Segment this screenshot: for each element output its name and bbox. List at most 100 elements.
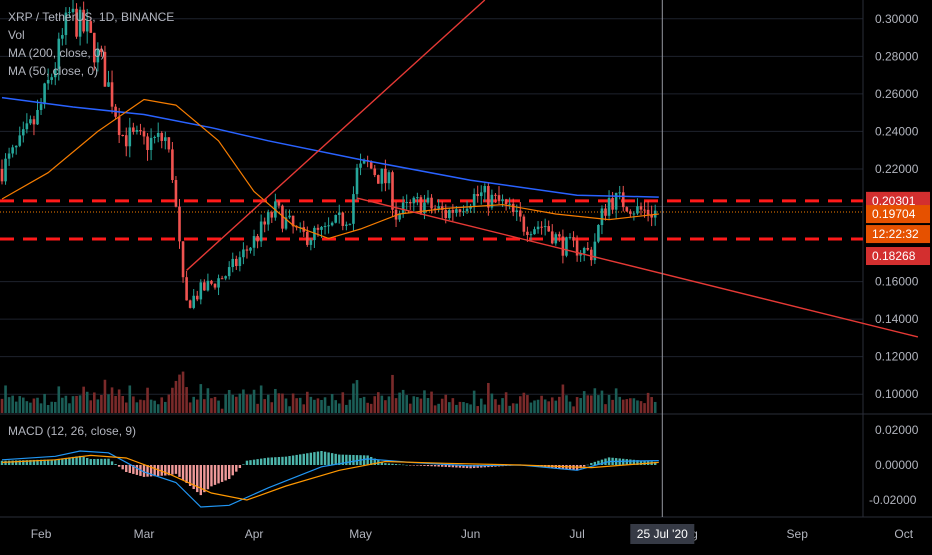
volume-bar [75,395,78,413]
time-tick-label: Jul [569,527,584,541]
macd-histogram-bar [164,465,167,476]
macd-histogram-bar [36,459,39,465]
volume-bar [89,400,93,413]
volume-bar [607,394,611,413]
volume-bar [522,392,526,413]
volume-bar [366,402,369,413]
volume-bar [373,396,377,413]
candle-body [597,224,600,242]
volume-bar [288,406,291,413]
volume-bar [71,396,75,413]
macd-histogram-bar [323,451,327,465]
macd-histogram-bar [629,459,632,465]
macd-histogram-bar [597,460,600,465]
candle-body [75,8,78,37]
candle-body [543,226,547,228]
candle-body [501,199,504,202]
macd-histogram-bar [387,463,391,465]
candle-body [487,186,490,208]
candle-body [401,202,405,214]
volume-bar [636,400,639,413]
volume-bar [146,387,149,413]
legend-symbol[interactable]: XRP / TetherUS, 1D, BINANCE [8,10,175,24]
macd-histogram-bar [32,459,36,465]
macd-histogram-bar [362,455,366,465]
macd-histogram-bar [309,452,313,465]
macd-tick-label: 0.02000 [875,423,919,437]
volume-bar [536,399,540,413]
candle-body [476,193,479,197]
volume-bar [195,399,199,413]
volume-bar [646,392,650,413]
volume-bar [235,396,238,413]
candle-body [348,223,352,225]
macd-histogram-bar [380,461,384,465]
macd-histogram-bar [43,459,46,465]
candle-body [522,216,526,232]
volume-bar [540,395,543,413]
volume-bar [348,399,352,413]
current-price-label: 0.19704 [872,207,916,221]
volume-bar [359,398,362,413]
macd-histogram-bar [284,456,288,465]
legend-vol[interactable]: Vol [8,28,25,42]
candle-body [508,203,511,205]
volume-bar [153,400,156,413]
volume-bar [320,399,323,413]
macd-tick-label: 0.00000 [875,458,919,472]
candle-body [575,240,579,256]
volume-bar [430,391,433,413]
macd-histogram-bar [277,457,281,465]
candle-body [519,210,522,217]
candle-body [0,168,4,182]
legend-ma200[interactable]: MA (200, close, 0) [8,46,105,60]
price-tick-label: 0.10000 [875,387,919,401]
macd-histogram-bar [299,454,302,465]
legend-ma50[interactable]: MA (50, close, 0) [8,64,99,78]
macd-legend[interactable]: MACD (12, 26, close, 9) [8,424,137,438]
candle-body [128,127,132,147]
candle-body [231,258,235,268]
volume-bar [529,402,533,413]
candle-body [313,227,316,241]
volume-bar [629,398,632,413]
volume-bar [139,399,142,413]
volume-bar [490,393,494,413]
macd-histogram-bar [263,458,266,465]
candle-body [199,282,203,300]
time-tick-label: Oct [894,527,913,541]
macd-histogram-bar [228,465,231,479]
candle-body [611,198,614,210]
volume-bar [231,394,235,413]
volume-bar [93,392,96,413]
macd-histogram-bar [242,464,245,465]
volume-bar [582,391,586,413]
candle-body [355,167,359,195]
macd-histogram-bar [7,460,11,465]
candle-body [142,131,146,137]
volume-bar [238,393,242,413]
candle-body [458,209,462,213]
volume-bar [22,397,25,413]
price-tick-label: 0.30000 [875,12,919,26]
candle-body [235,258,238,266]
volume-bar [423,390,426,413]
candle-body [7,153,11,159]
candle-body [266,212,270,225]
macd-histogram-bar [405,464,408,466]
time-tick-label: May [349,527,372,541]
volume-bar [61,397,64,413]
volume-bar [625,399,629,413]
volume-bar [114,395,117,413]
candle-body [440,206,444,210]
volume-bar [448,402,451,413]
candle-body [416,197,419,199]
volume-bar [266,394,270,413]
volume-bar [384,400,387,413]
macd-histogram-bar [142,465,146,477]
volume-bar [57,386,61,413]
volume-bar [597,395,600,413]
macd-histogram-bar [636,460,639,465]
